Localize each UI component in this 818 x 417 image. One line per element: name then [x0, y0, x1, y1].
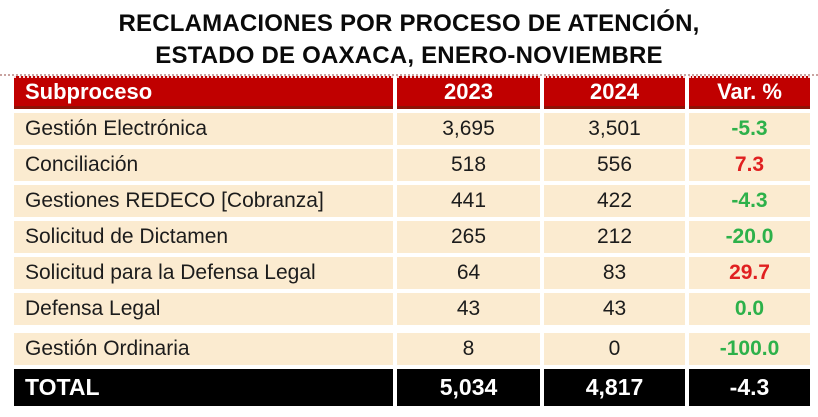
table-row: Gestión Ordinaria 8 0 -100.0 [14, 333, 810, 365]
row-label: Gestión Ordinaria [14, 333, 393, 365]
table-body: Gestión Electrónica 3,695 3,501 -5.3 Concili… [14, 113, 810, 365]
value-var-pct: -4.3 [689, 185, 810, 217]
value-var-pct: 0.0 [689, 293, 810, 325]
value-2024: 43 [544, 293, 685, 325]
value-var-pct: 7.3 [689, 149, 810, 181]
value-2023: 64 [397, 257, 540, 289]
row-label: Gestiones REDECO [Cobranza] [14, 185, 393, 217]
row-label: Solicitud para la Defensa Legal [14, 257, 393, 289]
table-total-row: TOTAL 5,034 4,817 -4.3 [14, 369, 810, 406]
page-title: RECLAMACIONES POR PROCESO DE ATENCIÓN, E… [0, 0, 818, 72]
value-2023: 441 [397, 185, 540, 217]
total-label: TOTAL [14, 369, 393, 406]
title-line-2: ESTADO DE OAXACA, ENERO-NOVIEMBRE [155, 42, 663, 69]
title-line-1: RECLAMACIONES POR PROCESO DE ATENCIÓN, [118, 10, 700, 37]
row-label: Defensa Legal [14, 293, 393, 325]
value-var-pct: -5.3 [689, 113, 810, 145]
table-row: Gestión Electrónica 3,695 3,501 -5.3 [14, 113, 810, 145]
value-2024: 3,501 [544, 113, 685, 145]
col-header-2024: 2024 [544, 76, 685, 109]
value-2024: 556 [544, 149, 685, 181]
value-var-pct: -20.0 [689, 221, 810, 253]
value-var-pct: 29.7 [689, 257, 810, 289]
value-2023: 518 [397, 149, 540, 181]
table-row: Solicitud de Dictamen 265 212 -20.0 [14, 221, 810, 253]
col-header-2023: 2023 [397, 76, 540, 109]
value-2024: 212 [544, 221, 685, 253]
claims-table: Subproceso 2023 2024 Var. % Gestión Elec… [14, 76, 810, 406]
col-header-var-pct: Var. % [689, 76, 810, 109]
value-2024: 83 [544, 257, 685, 289]
value-2024: 422 [544, 185, 685, 217]
col-header-subproceso: Subproceso [14, 76, 393, 109]
row-label: Gestión Electrónica [14, 113, 393, 145]
total-2023: 5,034 [397, 369, 540, 406]
row-label: Solicitud de Dictamen [14, 221, 393, 253]
table-row: Gestiones REDECO [Cobranza] 441 422 -4.3 [14, 185, 810, 217]
value-2024: 0 [544, 333, 685, 365]
row-label: Conciliación [14, 149, 393, 181]
total-var-pct: -4.3 [689, 369, 810, 406]
value-2023: 8 [397, 333, 540, 365]
table-row: Defensa Legal 43 43 0.0 [14, 293, 810, 325]
value-2023: 43 [397, 293, 540, 325]
value-var-pct: -100.0 [689, 333, 810, 365]
table-row: Solicitud para la Defensa Legal 64 83 29.7 [14, 257, 810, 289]
value-2023: 3,695 [397, 113, 540, 145]
value-2023: 265 [397, 221, 540, 253]
dotted-divider [0, 74, 818, 76]
table-row: Conciliación 518 556 7.3 [14, 149, 810, 181]
table-header-row: Subproceso 2023 2024 Var. % [14, 76, 810, 109]
total-2024: 4,817 [544, 369, 685, 406]
